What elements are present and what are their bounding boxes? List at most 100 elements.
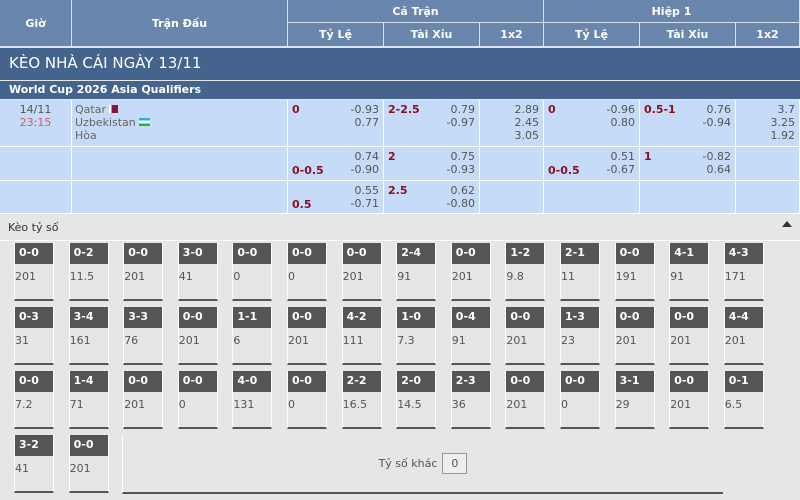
score-cell[interactable]: 4-4 201: [723, 307, 764, 365]
odds-value[interactable]: 0.76: [706, 103, 732, 116]
score-cell[interactable]: 0-0 201: [68, 435, 109, 493]
score-cell[interactable]: 0-0 191: [614, 243, 655, 301]
correct-score-title: Kèo tỷ số: [0, 215, 800, 241]
score-cell[interactable]: 1-3 23: [560, 307, 600, 365]
odds-value[interactable]: 0.55: [354, 184, 380, 197]
other-score-value[interactable]: 0: [442, 453, 468, 474]
odds-value[interactable]: -0.80: [446, 197, 475, 210]
score-odds: 201: [670, 398, 692, 411]
score-label: 0-0: [670, 307, 709, 328]
score-odds: 111: [342, 334, 364, 347]
score-odds: 201: [342, 270, 364, 283]
odds-value[interactable]: 0.74: [354, 150, 380, 163]
score-cell[interactable]: 0-0 201: [123, 243, 164, 301]
match-time-cell: [0, 181, 72, 214]
qatar-flag-icon: [109, 105, 119, 113]
score-cell[interactable]: 0-0 0: [177, 371, 218, 429]
score-cell[interactable]: 4-0 131: [232, 371, 273, 429]
score-cell[interactable]: 1-0 7.3: [396, 307, 437, 365]
home-team[interactable]: Qatar: [75, 103, 106, 116]
score-label: 1-3: [561, 307, 599, 328]
score-label: 2-2: [342, 371, 381, 392]
score-odds: 6: [233, 334, 241, 347]
odds-value[interactable]: 3.05: [514, 129, 540, 142]
score-cell[interactable]: 3-4 161: [68, 307, 109, 365]
odds-value[interactable]: -0.67: [606, 163, 635, 176]
score-cell[interactable]: 0-0 7.2: [14, 371, 54, 429]
score-cell[interactable]: 2-3 36: [450, 371, 491, 429]
score-odds: 161: [69, 334, 91, 347]
score-cell[interactable]: 0-0 201: [614, 307, 655, 365]
odds-value[interactable]: -0.96: [606, 103, 635, 116]
odds-value[interactable]: -0.90: [350, 163, 379, 176]
ft-over-under-line: 2.5: [388, 184, 408, 197]
score-cell[interactable]: 2-1 11: [560, 243, 600, 301]
score-cell[interactable]: 0-0 201: [123, 371, 164, 429]
score-cell[interactable]: 1-1 6: [232, 307, 273, 365]
odds-value[interactable]: 2.45: [514, 116, 540, 129]
odds-value[interactable]: 0.75: [450, 150, 476, 163]
score-cell[interactable]: 4-2 111: [341, 307, 382, 365]
score-cell[interactable]: 0-1 6.5: [723, 371, 764, 429]
header-ca-tran: Cả Trận: [288, 0, 544, 23]
score-cell[interactable]: 0-3 31: [14, 307, 54, 365]
score-label: 0-1: [724, 371, 763, 392]
odds-value[interactable]: -0.93: [350, 103, 379, 116]
score-cell[interactable]: 2-2 16.5: [341, 371, 382, 429]
score-cell[interactable]: 0-0 201: [669, 371, 710, 429]
page-title: KÈO NHÀ CÁI NGÀY 13/11: [0, 48, 800, 80]
odds-value[interactable]: 0.80: [610, 116, 636, 129]
score-label: 2-3: [451, 371, 490, 392]
score-cell[interactable]: 1-4 71: [68, 371, 109, 429]
score-odds: 0: [178, 398, 186, 411]
score-cell[interactable]: 3-2 41: [14, 435, 54, 493]
odds-value[interactable]: 0.79: [450, 103, 476, 116]
collapse-triangle-icon[interactable]: [782, 221, 792, 227]
score-cell[interactable]: 4-1 91: [669, 243, 710, 301]
score-cell[interactable]: 0-4 91: [450, 307, 491, 365]
odds-value[interactable]: 0.64: [706, 163, 732, 176]
score-label: 2-1: [561, 243, 599, 264]
score-cell[interactable]: 0-0 201: [177, 307, 218, 365]
score-cell[interactable]: 0-0 0: [560, 371, 600, 429]
score-cell[interactable]: 0-0 201: [341, 243, 382, 301]
odds-value[interactable]: 0.51: [610, 150, 636, 163]
score-cell[interactable]: 0-0 201: [669, 307, 710, 365]
odds-value[interactable]: -0.97: [446, 116, 475, 129]
score-cell[interactable]: 0-0 201: [505, 371, 546, 429]
h1-1x2: [736, 181, 800, 214]
odds-value[interactable]: 0.62: [450, 184, 476, 197]
score-cell[interactable]: 2-0 14.5: [396, 371, 437, 429]
score-cell[interactable]: 4-3 171: [723, 243, 764, 301]
odds-value[interactable]: -0.93: [446, 163, 475, 176]
score-odds: 201: [724, 334, 746, 347]
score-cell[interactable]: 0-0 201: [450, 243, 491, 301]
score-cell[interactable]: 0-0 201: [14, 243, 54, 301]
score-cell[interactable]: 1-2 9.8: [505, 243, 546, 301]
odds-value[interactable]: 0.77: [354, 116, 380, 129]
odds-value[interactable]: 1.92: [770, 129, 796, 142]
score-cell[interactable]: 0-0 201: [505, 307, 546, 365]
score-cell[interactable]: 3-0 41: [177, 243, 218, 301]
score-cell[interactable]: 3-1 29: [614, 371, 655, 429]
score-label: 0-0: [506, 307, 545, 328]
score-cell[interactable]: 0-0 0: [232, 243, 273, 301]
score-cell[interactable]: 0-0 0: [287, 371, 327, 429]
odds-value[interactable]: -0.94: [702, 116, 731, 129]
odds-value[interactable]: 3.7: [777, 103, 796, 116]
odds-value[interactable]: -0.82: [702, 150, 731, 163]
odds-value[interactable]: 3.25: [770, 116, 796, 129]
score-cell[interactable]: 0-0 0: [287, 243, 327, 301]
header-gio: Giờ: [0, 0, 72, 47]
score-label: 1-4: [69, 371, 108, 392]
odds-value[interactable]: 2.89: [514, 103, 540, 116]
score-cell[interactable]: 2-4 91: [396, 243, 437, 301]
score-cell[interactable]: 0-0 201: [287, 307, 327, 365]
odds-value[interactable]: -0.71: [350, 197, 379, 210]
h1-1x2: 3.7 3.25 1.92: [736, 100, 800, 147]
away-team[interactable]: Uzbekistan: [75, 116, 136, 129]
score-cell[interactable]: 3-3 76: [123, 307, 164, 365]
score-label: 4-2: [342, 307, 381, 328]
score-odds: 9.8: [506, 270, 524, 283]
score-cell[interactable]: 0-2 11.5: [68, 243, 109, 301]
